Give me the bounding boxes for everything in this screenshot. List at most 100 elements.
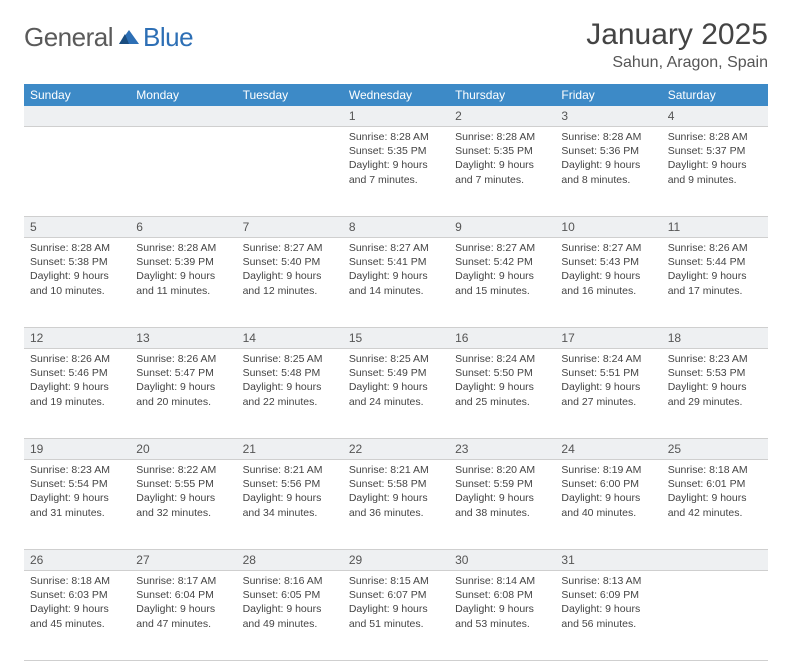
week-row: Sunrise: 8:23 AMSunset: 5:54 PMDaylight:… [24, 460, 768, 550]
day-header: Saturday [662, 84, 768, 106]
sunrise-line: Sunrise: 8:18 AM [668, 463, 762, 477]
day-cell: Sunrise: 8:18 AMSunset: 6:03 PMDaylight:… [24, 571, 130, 661]
daylight-line: Daylight: 9 hours and 40 minutes. [561, 491, 655, 519]
sunset-line: Sunset: 5:44 PM [668, 255, 762, 269]
week-row: Sunrise: 8:28 AMSunset: 5:38 PMDaylight:… [24, 238, 768, 328]
sunset-line: Sunset: 6:05 PM [243, 588, 337, 602]
day-number-cell: 19 [24, 439, 130, 460]
day-number: 31 [555, 550, 661, 570]
day-number-cell: 7 [237, 217, 343, 238]
sunset-line: Sunset: 6:03 PM [30, 588, 124, 602]
sunrise-line: Sunrise: 8:21 AM [243, 463, 337, 477]
day-number: 27 [130, 550, 236, 570]
sail-icon [117, 28, 141, 46]
sunrise-line: Sunrise: 8:28 AM [349, 130, 443, 144]
day-number-cell: 16 [449, 328, 555, 349]
sunrise-line: Sunrise: 8:28 AM [668, 130, 762, 144]
sunrise-line: Sunrise: 8:21 AM [349, 463, 443, 477]
sunrise-line: Sunrise: 8:13 AM [561, 574, 655, 588]
day-number-cell: 17 [555, 328, 661, 349]
day-number-cell: 25 [662, 439, 768, 460]
day-details: Sunrise: 8:28 AMSunset: 5:35 PMDaylight:… [343, 127, 449, 193]
day-details: Sunrise: 8:25 AMSunset: 5:48 PMDaylight:… [237, 349, 343, 415]
sunset-line: Sunset: 5:42 PM [455, 255, 549, 269]
daylight-line: Daylight: 9 hours and 38 minutes. [455, 491, 549, 519]
day-number-cell: 14 [237, 328, 343, 349]
day-number: 12 [24, 328, 130, 348]
sunset-line: Sunset: 5:49 PM [349, 366, 443, 380]
day-details: Sunrise: 8:27 AMSunset: 5:43 PMDaylight:… [555, 238, 661, 304]
day-cell: Sunrise: 8:26 AMSunset: 5:47 PMDaylight:… [130, 349, 236, 439]
day-details: Sunrise: 8:13 AMSunset: 6:09 PMDaylight:… [555, 571, 661, 637]
day-number-cell [237, 106, 343, 127]
sunrise-line: Sunrise: 8:28 AM [455, 130, 549, 144]
daylight-line: Daylight: 9 hours and 49 minutes. [243, 602, 337, 630]
day-number-cell: 6 [130, 217, 236, 238]
day-details: Sunrise: 8:28 AMSunset: 5:38 PMDaylight:… [24, 238, 130, 304]
day-details: Sunrise: 8:23 AMSunset: 5:53 PMDaylight:… [662, 349, 768, 415]
sunrise-line: Sunrise: 8:23 AM [30, 463, 124, 477]
day-details: Sunrise: 8:27 AMSunset: 5:42 PMDaylight:… [449, 238, 555, 304]
day-number-cell: 1 [343, 106, 449, 127]
day-details: Sunrise: 8:18 AMSunset: 6:01 PMDaylight:… [662, 460, 768, 526]
day-header: Monday [130, 84, 236, 106]
sunset-line: Sunset: 5:59 PM [455, 477, 549, 491]
day-number-cell: 10 [555, 217, 661, 238]
day-cell: Sunrise: 8:14 AMSunset: 6:08 PMDaylight:… [449, 571, 555, 661]
day-cell: Sunrise: 8:27 AMSunset: 5:41 PMDaylight:… [343, 238, 449, 328]
daylight-line: Daylight: 9 hours and 32 minutes. [136, 491, 230, 519]
day-number-cell: 13 [130, 328, 236, 349]
day-number [24, 106, 130, 126]
day-cell: Sunrise: 8:28 AMSunset: 5:37 PMDaylight:… [662, 127, 768, 217]
day-number-cell: 31 [555, 550, 661, 571]
day-details: Sunrise: 8:21 AMSunset: 5:58 PMDaylight:… [343, 460, 449, 526]
day-number-cell: 22 [343, 439, 449, 460]
daylight-line: Daylight: 9 hours and 16 minutes. [561, 269, 655, 297]
sunrise-line: Sunrise: 8:18 AM [30, 574, 124, 588]
day-number [237, 106, 343, 126]
sunrise-line: Sunrise: 8:25 AM [243, 352, 337, 366]
day-cell: Sunrise: 8:28 AMSunset: 5:38 PMDaylight:… [24, 238, 130, 328]
day-details: Sunrise: 8:16 AMSunset: 6:05 PMDaylight:… [237, 571, 343, 637]
day-cell: Sunrise: 8:28 AMSunset: 5:35 PMDaylight:… [449, 127, 555, 217]
day-number: 16 [449, 328, 555, 348]
sunrise-line: Sunrise: 8:23 AM [668, 352, 762, 366]
sunset-line: Sunset: 5:40 PM [243, 255, 337, 269]
daylight-line: Daylight: 9 hours and 24 minutes. [349, 380, 443, 408]
day-details: Sunrise: 8:28 AMSunset: 5:35 PMDaylight:… [449, 127, 555, 193]
day-cell: Sunrise: 8:28 AMSunset: 5:35 PMDaylight:… [343, 127, 449, 217]
day-cell [662, 571, 768, 661]
day-number-cell [130, 106, 236, 127]
sunrise-line: Sunrise: 8:17 AM [136, 574, 230, 588]
sunset-line: Sunset: 5:56 PM [243, 477, 337, 491]
day-number [662, 550, 768, 570]
day-number: 24 [555, 439, 661, 459]
day-number-cell: 12 [24, 328, 130, 349]
day-cell: Sunrise: 8:22 AMSunset: 5:55 PMDaylight:… [130, 460, 236, 550]
day-number-cell: 4 [662, 106, 768, 127]
daylight-line: Daylight: 9 hours and 56 minutes. [561, 602, 655, 630]
calendar-body: 1234Sunrise: 8:28 AMSunset: 5:35 PMDayli… [24, 106, 768, 661]
day-cell [24, 127, 130, 217]
day-details: Sunrise: 8:24 AMSunset: 5:51 PMDaylight:… [555, 349, 661, 415]
sunset-line: Sunset: 6:01 PM [668, 477, 762, 491]
day-number: 5 [24, 217, 130, 237]
sunrise-line: Sunrise: 8:24 AM [561, 352, 655, 366]
day-cell: Sunrise: 8:23 AMSunset: 5:54 PMDaylight:… [24, 460, 130, 550]
day-cell: Sunrise: 8:18 AMSunset: 6:01 PMDaylight:… [662, 460, 768, 550]
daylight-line: Daylight: 9 hours and 20 minutes. [136, 380, 230, 408]
day-cell: Sunrise: 8:20 AMSunset: 5:59 PMDaylight:… [449, 460, 555, 550]
sunrise-line: Sunrise: 8:16 AM [243, 574, 337, 588]
sunset-line: Sunset: 5:35 PM [455, 144, 549, 158]
day-number-cell: 20 [130, 439, 236, 460]
day-number: 22 [343, 439, 449, 459]
day-cell: Sunrise: 8:21 AMSunset: 5:58 PMDaylight:… [343, 460, 449, 550]
day-cell: Sunrise: 8:17 AMSunset: 6:04 PMDaylight:… [130, 571, 236, 661]
daylight-line: Daylight: 9 hours and 7 minutes. [349, 158, 443, 186]
day-details: Sunrise: 8:14 AMSunset: 6:08 PMDaylight:… [449, 571, 555, 637]
day-number-row: 262728293031 [24, 550, 768, 571]
location: Sahun, Aragon, Spain [586, 54, 768, 72]
day-number: 28 [237, 550, 343, 570]
day-cell: Sunrise: 8:27 AMSunset: 5:40 PMDaylight:… [237, 238, 343, 328]
page-header: General Blue January 2025 Sahun, Aragon,… [24, 18, 768, 72]
